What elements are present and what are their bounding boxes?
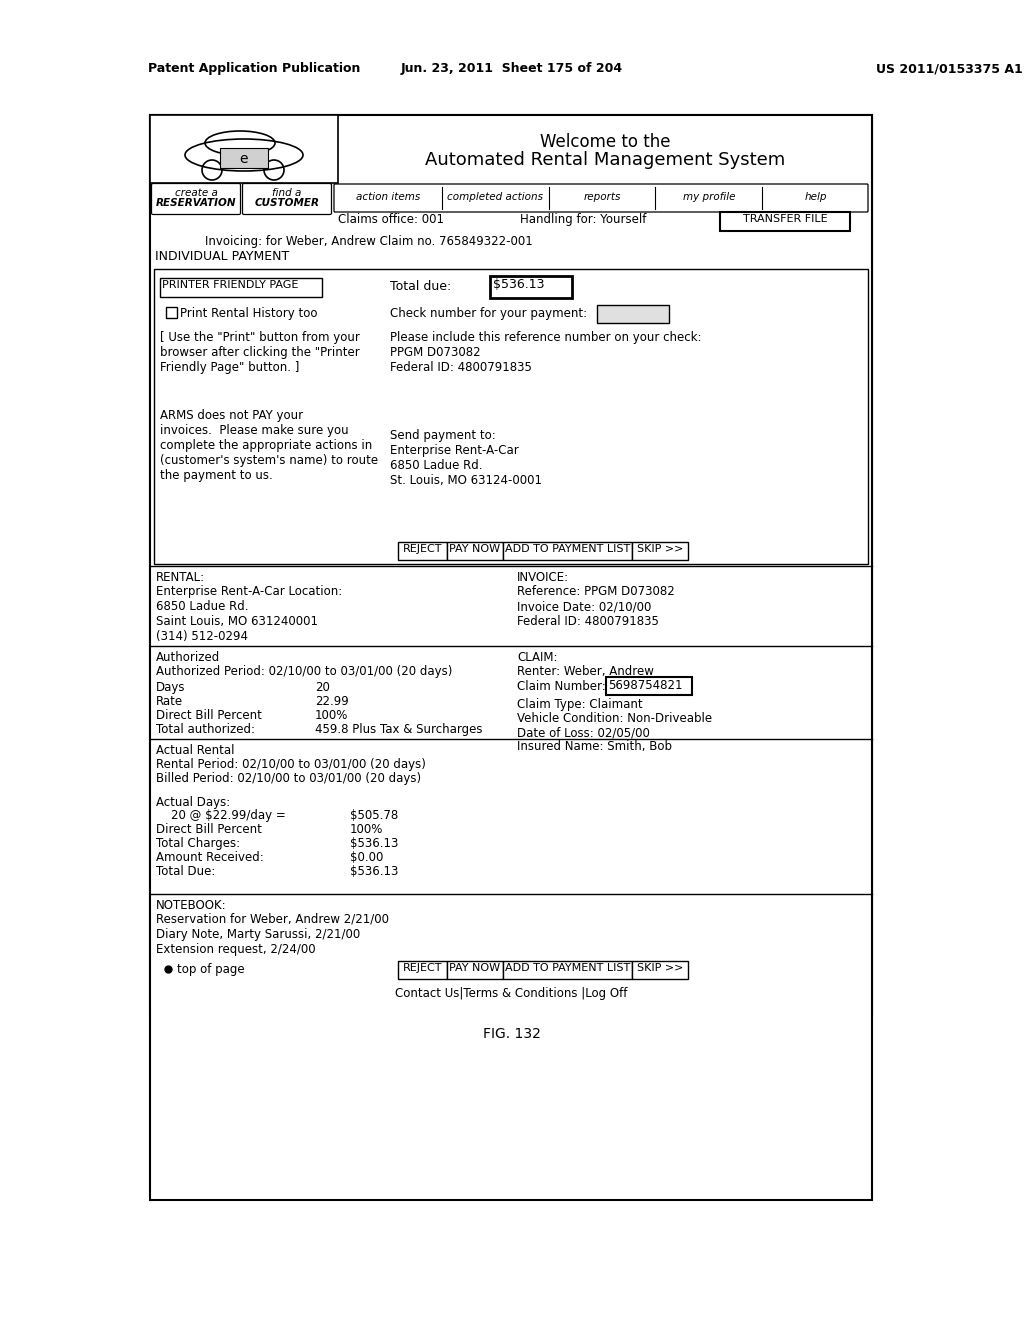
Text: PAY NOW: PAY NOW bbox=[450, 964, 501, 973]
Text: Contact Us|Terms & Conditions |Log Off: Contact Us|Terms & Conditions |Log Off bbox=[395, 987, 627, 1001]
Text: my profile: my profile bbox=[683, 191, 735, 202]
Text: Please include this reference number on your check:
PPGM D073082
Federal ID: 480: Please include this reference number on … bbox=[390, 331, 701, 374]
Text: Send payment to:
Enterprise Rent-A-Car
6850 Ladue Rd.
St. Louis, MO 63124-0001: Send payment to: Enterprise Rent-A-Car 6… bbox=[390, 429, 542, 487]
Bar bbox=[503, 543, 633, 560]
Text: Insured Name: Smith, Bob: Insured Name: Smith, Bob bbox=[517, 741, 672, 752]
Text: create a: create a bbox=[174, 187, 217, 198]
Text: completed actions: completed actions bbox=[447, 191, 543, 202]
Text: INVOICE:: INVOICE: bbox=[517, 572, 569, 583]
Text: Direct Bill Percent: Direct Bill Percent bbox=[156, 822, 262, 836]
Text: reports: reports bbox=[584, 191, 621, 202]
Text: Handling for: Yourself: Handling for: Yourself bbox=[520, 213, 646, 226]
Bar bbox=[490, 276, 572, 298]
Text: 22.99: 22.99 bbox=[315, 696, 349, 708]
Bar bbox=[398, 543, 447, 560]
Text: 100%: 100% bbox=[350, 822, 383, 836]
Text: NOTEBOOK:: NOTEBOOK: bbox=[156, 899, 226, 912]
Text: Total due:: Total due: bbox=[390, 280, 452, 293]
Text: Actual Days:: Actual Days: bbox=[156, 796, 230, 809]
Text: Date of Loss: 02/05/00: Date of Loss: 02/05/00 bbox=[517, 726, 650, 739]
Text: Jun. 23, 2011  Sheet 175 of 204: Jun. 23, 2011 Sheet 175 of 204 bbox=[401, 62, 623, 75]
Text: Print Rental History too: Print Rental History too bbox=[180, 308, 317, 319]
Text: SKIP >>: SKIP >> bbox=[637, 544, 683, 554]
Text: Days: Days bbox=[156, 681, 185, 694]
Text: $536.13: $536.13 bbox=[350, 865, 398, 878]
Text: Reservation for Weber, Andrew 2/21/00
Diary Note, Marty Sarussi, 2/21/00
Extensi: Reservation for Weber, Andrew 2/21/00 Di… bbox=[156, 913, 389, 956]
Text: CUSTOMER: CUSTOMER bbox=[255, 198, 319, 209]
Text: Actual Rental: Actual Rental bbox=[156, 744, 234, 756]
Text: 100%: 100% bbox=[315, 709, 348, 722]
Bar bbox=[720, 213, 850, 231]
Text: e: e bbox=[240, 152, 248, 166]
Text: CLAIM:: CLAIM: bbox=[517, 651, 557, 664]
Text: PRINTER FRIENDLY PAGE: PRINTER FRIENDLY PAGE bbox=[162, 280, 298, 290]
Bar bbox=[160, 279, 322, 297]
Text: top of page: top of page bbox=[177, 964, 245, 975]
Text: Automated Rental Management System: Automated Rental Management System bbox=[425, 150, 785, 169]
Text: Total authorized:: Total authorized: bbox=[156, 723, 255, 737]
Bar bbox=[150, 115, 872, 1200]
Text: Rental Period: 02/10/00 to 03/01/00 (20 days): Rental Period: 02/10/00 to 03/01/00 (20 … bbox=[156, 758, 426, 771]
Text: $505.78: $505.78 bbox=[350, 809, 398, 822]
Bar bbox=[220, 148, 268, 168]
Text: Enterprise Rent-A-Car Location:
6850 Ladue Rd.
Saint Louis, MO 631240001
(314) 5: Enterprise Rent-A-Car Location: 6850 Lad… bbox=[156, 585, 342, 643]
Text: 5698754821: 5698754821 bbox=[608, 678, 683, 692]
Text: SKIP >>: SKIP >> bbox=[637, 964, 683, 973]
Bar bbox=[150, 115, 338, 183]
Text: RESERVATION: RESERVATION bbox=[156, 198, 237, 209]
Text: Vehicle Condition: Non-Driveable: Vehicle Condition: Non-Driveable bbox=[517, 711, 712, 725]
Text: ARMS does not PAY your
invoices.  Please make sure you
complete the appropriate : ARMS does not PAY your invoices. Please … bbox=[160, 409, 378, 482]
Text: REJECT: REJECT bbox=[402, 964, 442, 973]
Bar bbox=[154, 269, 868, 564]
Text: 20 @ $22.99/day =: 20 @ $22.99/day = bbox=[156, 809, 286, 822]
Text: TRANSFER FILE: TRANSFER FILE bbox=[742, 214, 827, 224]
Text: $0.00: $0.00 bbox=[350, 851, 383, 865]
Text: FIG. 132: FIG. 132 bbox=[483, 1027, 541, 1041]
Bar bbox=[447, 543, 503, 560]
Text: Total Due:: Total Due: bbox=[156, 865, 215, 878]
Text: Claim Number:: Claim Number: bbox=[517, 680, 606, 693]
Text: Total Charges:: Total Charges: bbox=[156, 837, 240, 850]
Text: ADD TO PAYMENT LIST: ADD TO PAYMENT LIST bbox=[505, 964, 630, 973]
Text: Billed Period: 02/10/00 to 03/01/00 (20 days): Billed Period: 02/10/00 to 03/01/00 (20 … bbox=[156, 772, 421, 785]
Text: $536.13: $536.13 bbox=[350, 837, 398, 850]
Text: RENTAL:: RENTAL: bbox=[156, 572, 205, 583]
Text: US 2011/0153375 A1: US 2011/0153375 A1 bbox=[876, 62, 1023, 75]
Text: find a: find a bbox=[272, 187, 302, 198]
Text: Direct Bill Percent: Direct Bill Percent bbox=[156, 709, 262, 722]
Text: Authorized Period: 02/10/00 to 03/01/00 (20 days): Authorized Period: 02/10/00 to 03/01/00 … bbox=[156, 665, 453, 678]
Text: Welcome to the: Welcome to the bbox=[540, 133, 671, 150]
Text: Patent Application Publication: Patent Application Publication bbox=[148, 62, 360, 75]
Text: Amount Received:: Amount Received: bbox=[156, 851, 264, 865]
Bar bbox=[447, 961, 503, 979]
Text: 459.8 Plus Tax & Surcharges: 459.8 Plus Tax & Surcharges bbox=[315, 723, 482, 737]
Text: Claim Type: Claimant: Claim Type: Claimant bbox=[517, 698, 643, 711]
Text: Invoicing: for Weber, Andrew Claim no. 765849322-001: Invoicing: for Weber, Andrew Claim no. 7… bbox=[205, 235, 532, 248]
Text: Reference: PPGM D073082
Invoice Date: 02/10/00
Federal ID: 4800791835: Reference: PPGM D073082 Invoice Date: 02… bbox=[517, 585, 675, 628]
Text: action items: action items bbox=[356, 191, 421, 202]
Bar bbox=[398, 961, 447, 979]
Bar bbox=[633, 961, 688, 979]
Text: $536.13: $536.13 bbox=[493, 279, 545, 290]
Text: Renter: Weber, Andrew: Renter: Weber, Andrew bbox=[517, 665, 654, 678]
Text: Check number for your payment:: Check number for your payment: bbox=[390, 308, 587, 319]
Text: help: help bbox=[804, 191, 826, 202]
Bar bbox=[633, 543, 688, 560]
Bar bbox=[503, 961, 633, 979]
Text: Authorized: Authorized bbox=[156, 651, 220, 664]
Text: REJECT: REJECT bbox=[402, 544, 442, 554]
Text: ADD TO PAYMENT LIST: ADD TO PAYMENT LIST bbox=[505, 544, 630, 554]
Bar bbox=[166, 308, 177, 318]
Bar bbox=[597, 305, 669, 323]
Text: Claims office: 001: Claims office: 001 bbox=[338, 213, 444, 226]
Text: PAY NOW: PAY NOW bbox=[450, 544, 501, 554]
Text: Rate: Rate bbox=[156, 696, 183, 708]
Text: [ Use the "Print" button from your
browser after clicking the "Printer
Friendly : [ Use the "Print" button from your brows… bbox=[160, 331, 359, 374]
Text: INDIVIDUAL PAYMENT: INDIVIDUAL PAYMENT bbox=[155, 249, 289, 263]
Bar bbox=[150, 115, 872, 1014]
Bar bbox=[606, 677, 692, 696]
Text: 20: 20 bbox=[315, 681, 330, 694]
